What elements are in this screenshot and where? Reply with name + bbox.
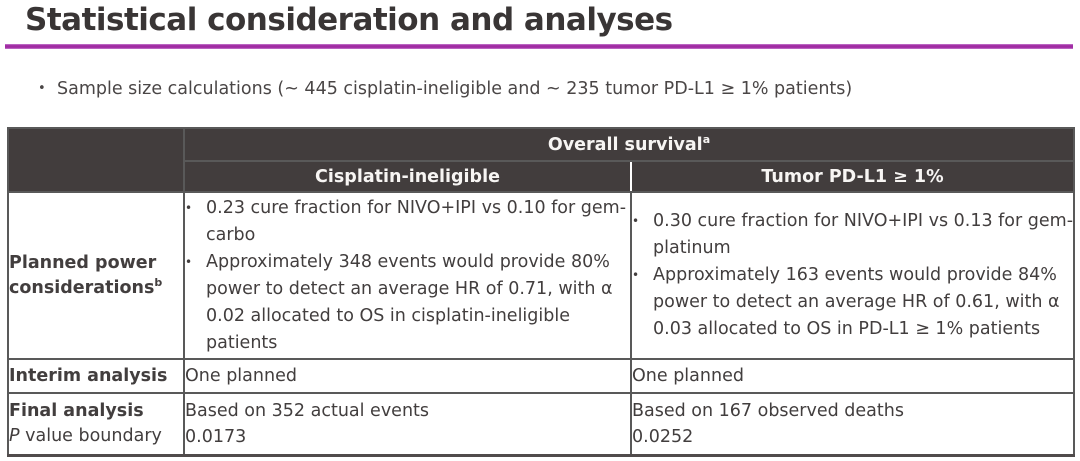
- bullet-dot-icon: •: [632, 214, 640, 228]
- final-pdl1-cell: Based on 167 observed deaths 0.0252: [630, 392, 1075, 456]
- bullet-dot-icon: •: [185, 200, 193, 215]
- bullet-dot-icon: •: [38, 81, 46, 96]
- final-analysis-row: Final analysis P value boundary Based on…: [7, 392, 1075, 456]
- bullet-text: Approximately 348 events would provide 8…: [206, 251, 613, 353]
- final-analysis-label-line1: Final analysis: [9, 400, 144, 421]
- final-cisplatin-events: Based on 352 actual events: [185, 400, 430, 421]
- page-title: Statistical consideration and analyses: [25, 2, 673, 38]
- table-header-row-1: Overall survivala: [7, 127, 1075, 193]
- planned-power-cisplatin-cell: • 0.23 cure fraction for NIVO+IPI vs 0.1…: [183, 191, 632, 360]
- cisplatin-column-header: Cisplatin-ineligible: [183, 160, 632, 193]
- p-italic: P: [9, 425, 20, 446]
- intro-bullet-line: • Sample size calculations (~ 445 cispla…: [38, 77, 1048, 101]
- pdl1-column-header: Tumor PD-L1 ≥ 1%: [630, 160, 1075, 193]
- table-header-row-2: Cisplatin-ineligible Tumor PD-L1 ≥ 1%: [8, 160, 1075, 193]
- overall-survival-footnote-sup: a: [702, 132, 711, 146]
- bullet-text: 0.30 cure fraction for NIVO+IPI vs 0.13 …: [653, 211, 1074, 258]
- bullet-dot-icon: •: [185, 254, 193, 269]
- bullet-text: Approximately 163 events would provide 8…: [653, 265, 1060, 339]
- planned-power-pdl1-cell: • 0.30 cure fraction for NIVO+IPI vs 0.1…: [630, 191, 1075, 360]
- bullet-item: • Approximately 348 events would provide…: [185, 249, 629, 357]
- final-pdl1-deaths: Based on 167 observed deaths: [632, 400, 904, 421]
- interim-pdl1-cell: One planned: [630, 358, 1075, 394]
- bullet-item: • Approximately 163 events would provide…: [632, 262, 1072, 343]
- p-value-boundary-text: value boundary: [19, 425, 162, 446]
- final-analysis-row-label: Final analysis P value boundary: [7, 392, 185, 456]
- corner-empty-cell: [7, 127, 185, 193]
- planned-power-row-label: Planned power considerationsb: [7, 191, 185, 360]
- interim-cisplatin-cell: One planned: [183, 358, 632, 394]
- statistics-table: Overall survivala Cisplatin-ineligible T…: [7, 127, 1075, 457]
- bullet-text: 0.23 cure fraction for NIVO+IPI vs 0.10 …: [206, 197, 627, 245]
- title-underline-rule: [5, 44, 1073, 49]
- intro-bullet-text: Sample size calculations (~ 445 cisplati…: [57, 79, 853, 99]
- overall-survival-label: Overall survival: [547, 134, 703, 155]
- bullet-item: • 0.23 cure fraction for NIVO+IPI vs 0.1…: [185, 195, 629, 249]
- final-analysis-label-line2: P value boundary: [9, 424, 182, 449]
- planned-power-label-text: Planned power considerations: [9, 252, 157, 298]
- overall-survival-header-cell: Overall survivala: [183, 127, 1075, 162]
- statistics-table-container: Overall survivala Cisplatin-ineligible T…: [7, 127, 1075, 457]
- bullet-dot-icon: •: [632, 268, 640, 282]
- planned-power-row: Planned power considerationsb • 0.23 cur…: [7, 191, 1075, 360]
- interim-analysis-row-label: Interim analysis: [7, 358, 185, 394]
- final-cisplatin-cell: Based on 352 actual events 0.0173: [183, 392, 632, 456]
- bullet-item: • 0.30 cure fraction for NIVO+IPI vs 0.1…: [632, 208, 1074, 262]
- final-pdl1-boundary: 0.0252: [632, 426, 694, 447]
- planned-power-footnote-sup: b: [154, 275, 163, 289]
- interim-analysis-row: Interim analysis One planned One planned: [7, 358, 1075, 394]
- final-cisplatin-boundary: 0.0173: [185, 426, 247, 447]
